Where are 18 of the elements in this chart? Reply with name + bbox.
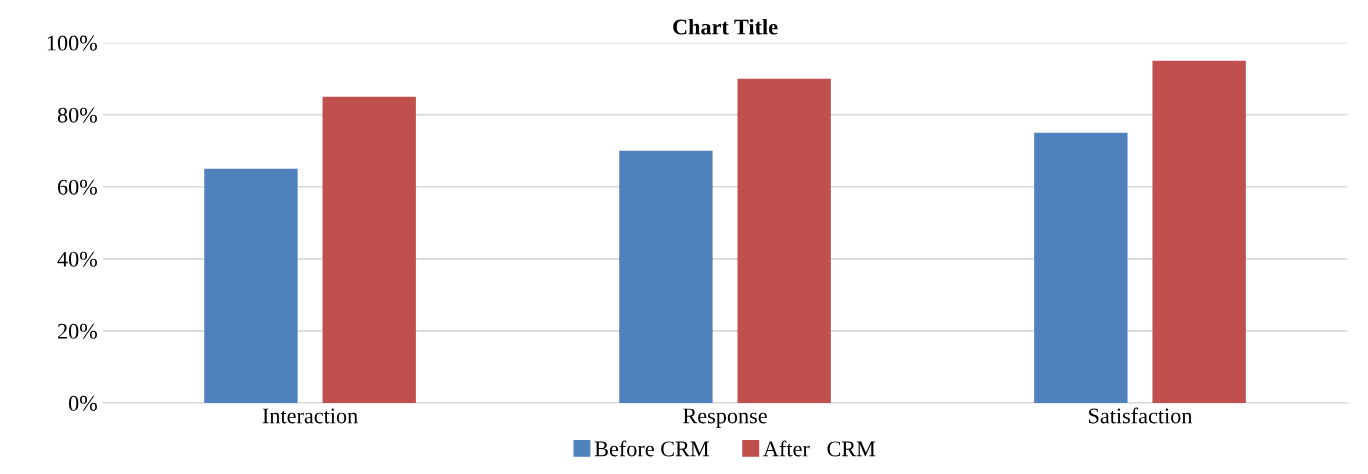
legend-label: Before CRM xyxy=(594,440,709,457)
bar xyxy=(204,168,298,403)
y-tick-label: 20% xyxy=(57,323,97,339)
bar xyxy=(322,96,416,403)
bar xyxy=(1034,132,1128,403)
chart-title: Chart Title xyxy=(673,18,778,35)
bar xyxy=(619,150,713,403)
y-tick-label: 60% xyxy=(57,179,97,195)
x-tick-label: Satisfaction xyxy=(1089,407,1193,424)
legend-label: After CRM xyxy=(763,440,876,457)
x-tick-label: Interaction xyxy=(262,408,358,424)
y-tick-label: 40% xyxy=(57,251,97,267)
x-tick-label: Response xyxy=(683,408,767,428)
y-tick-label: 80% xyxy=(57,107,97,123)
y-tick-label: 0% xyxy=(68,395,97,411)
bar xyxy=(737,78,831,403)
y-tick-label: 100% xyxy=(47,35,97,51)
bar xyxy=(1152,60,1246,403)
